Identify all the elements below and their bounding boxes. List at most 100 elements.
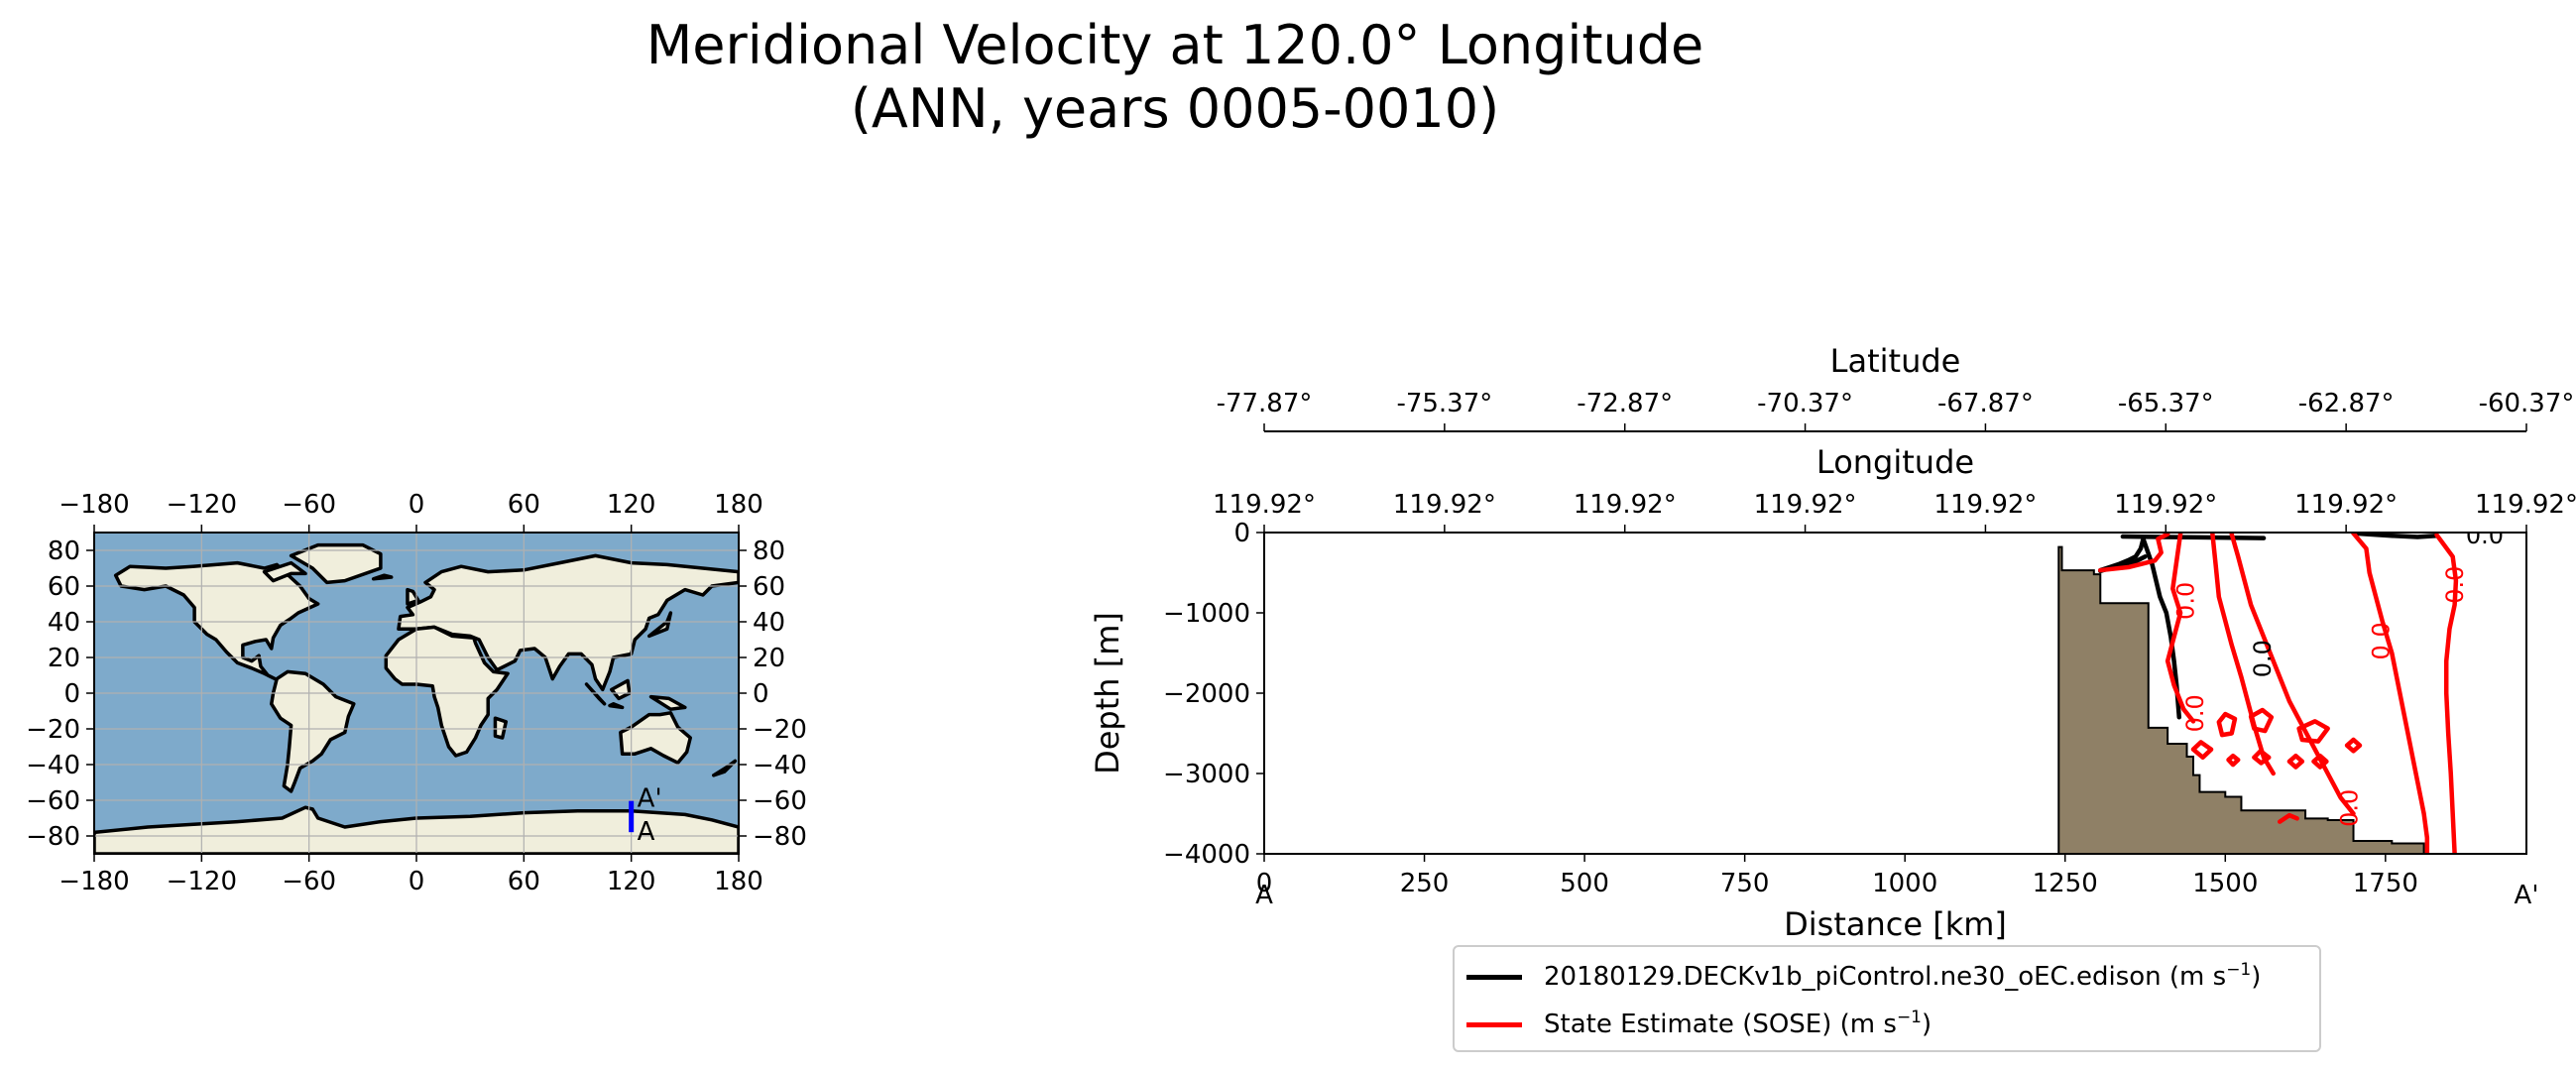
latitude-tick-label: -77.87° — [1217, 389, 1313, 418]
section-ytick-label: −1000 — [1163, 599, 1250, 629]
map-ytick-label-right: 80 — [753, 536, 785, 566]
obs-contour-15 — [2277, 812, 2299, 824]
map-ytick-label-left: 20 — [48, 644, 80, 673]
obs-contour-6 — [2216, 711, 2238, 738]
title-line-1: Meridional Velocity at 120.0° Longitude — [645, 14, 1704, 76]
map-xtick-label-bottom: 180 — [714, 867, 763, 896]
section-xtick-label: 1500 — [2192, 869, 2258, 898]
map-ytick-label-right: −20 — [753, 715, 807, 745]
latitude-tick-label: -60.37° — [2479, 389, 2575, 418]
locator-map: AA' −180 −180 −120 −120 −60 −60 0 0 60 60 120 120 180… — [26, 490, 807, 896]
obs-contour-12 — [2286, 753, 2305, 770]
contour-label-4: 0.0 — [2441, 566, 2469, 604]
obs-contour-1 — [2165, 533, 2196, 724]
contour-label-5: 0.0 — [2335, 789, 2363, 827]
map-ytick-label-left: 0 — [63, 679, 80, 709]
map-xtick-label-top: 120 — [607, 490, 656, 520]
map-xtick-label-bottom: 60 — [508, 867, 540, 896]
obs-contour-10 — [2226, 753, 2241, 768]
map-ytick-label-left: −60 — [26, 786, 80, 816]
contour-label-1: 0.0 — [2181, 694, 2209, 732]
legend-obs-line-swatch — [1466, 1021, 1522, 1027]
land-polygon-9 — [608, 702, 625, 710]
map-xtick-label-top: −60 — [282, 490, 336, 520]
obs-contour-13 — [2311, 753, 2329, 770]
obs-contour-9 — [2190, 740, 2214, 761]
cross-section-chart: 0.0 0.0 0.0 0.0 0.0 0.0 0.0 0 250 500 750 1000 1250 1… — [1089, 342, 2576, 943]
section-xtick-label: 1000 — [1872, 869, 1937, 898]
map-ytick-label-right: 40 — [753, 608, 785, 638]
longitude-tick-label: 119.92° — [2294, 490, 2398, 520]
transect-end-label: A' — [638, 784, 662, 814]
latitude-tick-label: -67.87° — [1937, 389, 2034, 418]
longitude-tick-label: 119.92° — [1213, 490, 1316, 520]
contour-label-6: 0.0 — [2466, 522, 2504, 549]
obs-contour-5 — [2434, 533, 2459, 854]
obs-contour-2 — [2210, 533, 2277, 776]
obs-contour-7 — [2248, 707, 2275, 734]
legend-model-line-swatch — [1466, 974, 1522, 980]
section-xtick-label: 250 — [1400, 869, 1450, 898]
map-xtick-label-top: 60 — [508, 490, 540, 520]
model-contour-4 — [2351, 533, 2439, 539]
latitude-axis-label: Latitude — [1830, 342, 1961, 380]
land-polygon-11 — [648, 694, 687, 711]
map-ytick-label-right: −40 — [753, 751, 807, 780]
contour-label-3: 0.0 — [2368, 622, 2396, 659]
obs-contour-4 — [2351, 533, 2430, 854]
model-contour-0 — [2120, 534, 2267, 540]
legend-entry-obs: State Estimate (SOSE) (m s−1) — [1466, 1005, 1932, 1044]
legend: 20180129.DECKv1b_piControl.ne30_oEC.edis… — [1453, 945, 2321, 1052]
land-polygon-12 — [646, 611, 673, 639]
section-background — [1264, 533, 2526, 854]
obs-contour-0 — [2098, 533, 2170, 573]
section-ytick-label: −3000 — [1163, 760, 1250, 789]
obs-contour-3 — [2229, 533, 2356, 816]
map-ytick-label-left: −20 — [26, 715, 80, 745]
section-ytick-label: 0 — [1233, 519, 1250, 548]
latitude-tick-label: -75.37° — [1396, 389, 1492, 418]
map-ytick-label-right: 20 — [753, 644, 785, 673]
section-xtick-label: 750 — [1720, 869, 1770, 898]
longitude-tick-label: 119.92° — [1574, 490, 1677, 520]
section-xtick-label: 1750 — [2353, 869, 2418, 898]
endpoint-label-end: A' — [2515, 881, 2539, 910]
seafloor-bathymetry — [1264, 545, 2425, 854]
legend-entry-model: 20180129.DECKv1b_piControl.ne30_oEC.edis… — [1466, 957, 2261, 997]
map-xtick-label-bottom: 120 — [607, 867, 656, 896]
map-xtick-label-bottom: −60 — [282, 867, 336, 896]
longitude-tick-label: 119.92° — [1754, 490, 1857, 520]
legend-model-label: 20180129.DECKv1b_piControl.ne30_oEC.edis… — [1544, 960, 2262, 993]
map-xtick-label-bottom: 0 — [409, 867, 425, 896]
section-ytick-label: −4000 — [1163, 840, 1250, 870]
contour-label-2: 0.0 — [2249, 640, 2277, 677]
legend-obs-label: State Estimate (SOSE) (m s−1) — [1544, 1008, 1932, 1040]
map-ytick-label-left: 80 — [48, 536, 80, 566]
land-polygon-13 — [406, 587, 420, 606]
map-xtick-label-top: 0 — [409, 490, 425, 520]
obs-contour-14 — [2344, 737, 2363, 754]
figure-title: Meridional Velocity at 120.0° Longitude … — [0, 14, 2350, 141]
section-xlabel: Distance [km] — [1784, 905, 2007, 943]
title-line-2: (ANN, years 0005-0010) — [850, 77, 1500, 140]
land-polygon-7 — [493, 716, 509, 740]
contour-label-0: 0.0 — [2172, 582, 2200, 620]
map-ytick-label-left: −80 — [26, 822, 80, 852]
land-polygon-3 — [397, 553, 739, 692]
land-polygon-8 — [584, 682, 607, 706]
land-polygon-5 — [619, 711, 692, 765]
longitude-tick-label: 119.92° — [2114, 490, 2217, 520]
section-xtick-label: 500 — [1560, 869, 1609, 898]
map-plot-area — [94, 533, 739, 854]
longitude-axis-label: Longitude — [1816, 443, 1974, 481]
map-xtick-label-bottom: −180 — [59, 867, 129, 896]
land-polygon-14 — [371, 573, 394, 581]
section-plot-area: 0.0 0.0 0.0 0.0 0.0 0.0 0.0 — [1264, 522, 2526, 854]
transect-start-label: A — [638, 817, 655, 847]
map-xtick-label-top: −180 — [59, 490, 129, 520]
longitude-tick-label: 119.92° — [2475, 490, 2576, 520]
map-ytick-label-left: −40 — [26, 751, 80, 780]
section-xtick-label: 0 — [1256, 869, 1273, 898]
map-xtick-label-bottom: −120 — [167, 867, 237, 896]
